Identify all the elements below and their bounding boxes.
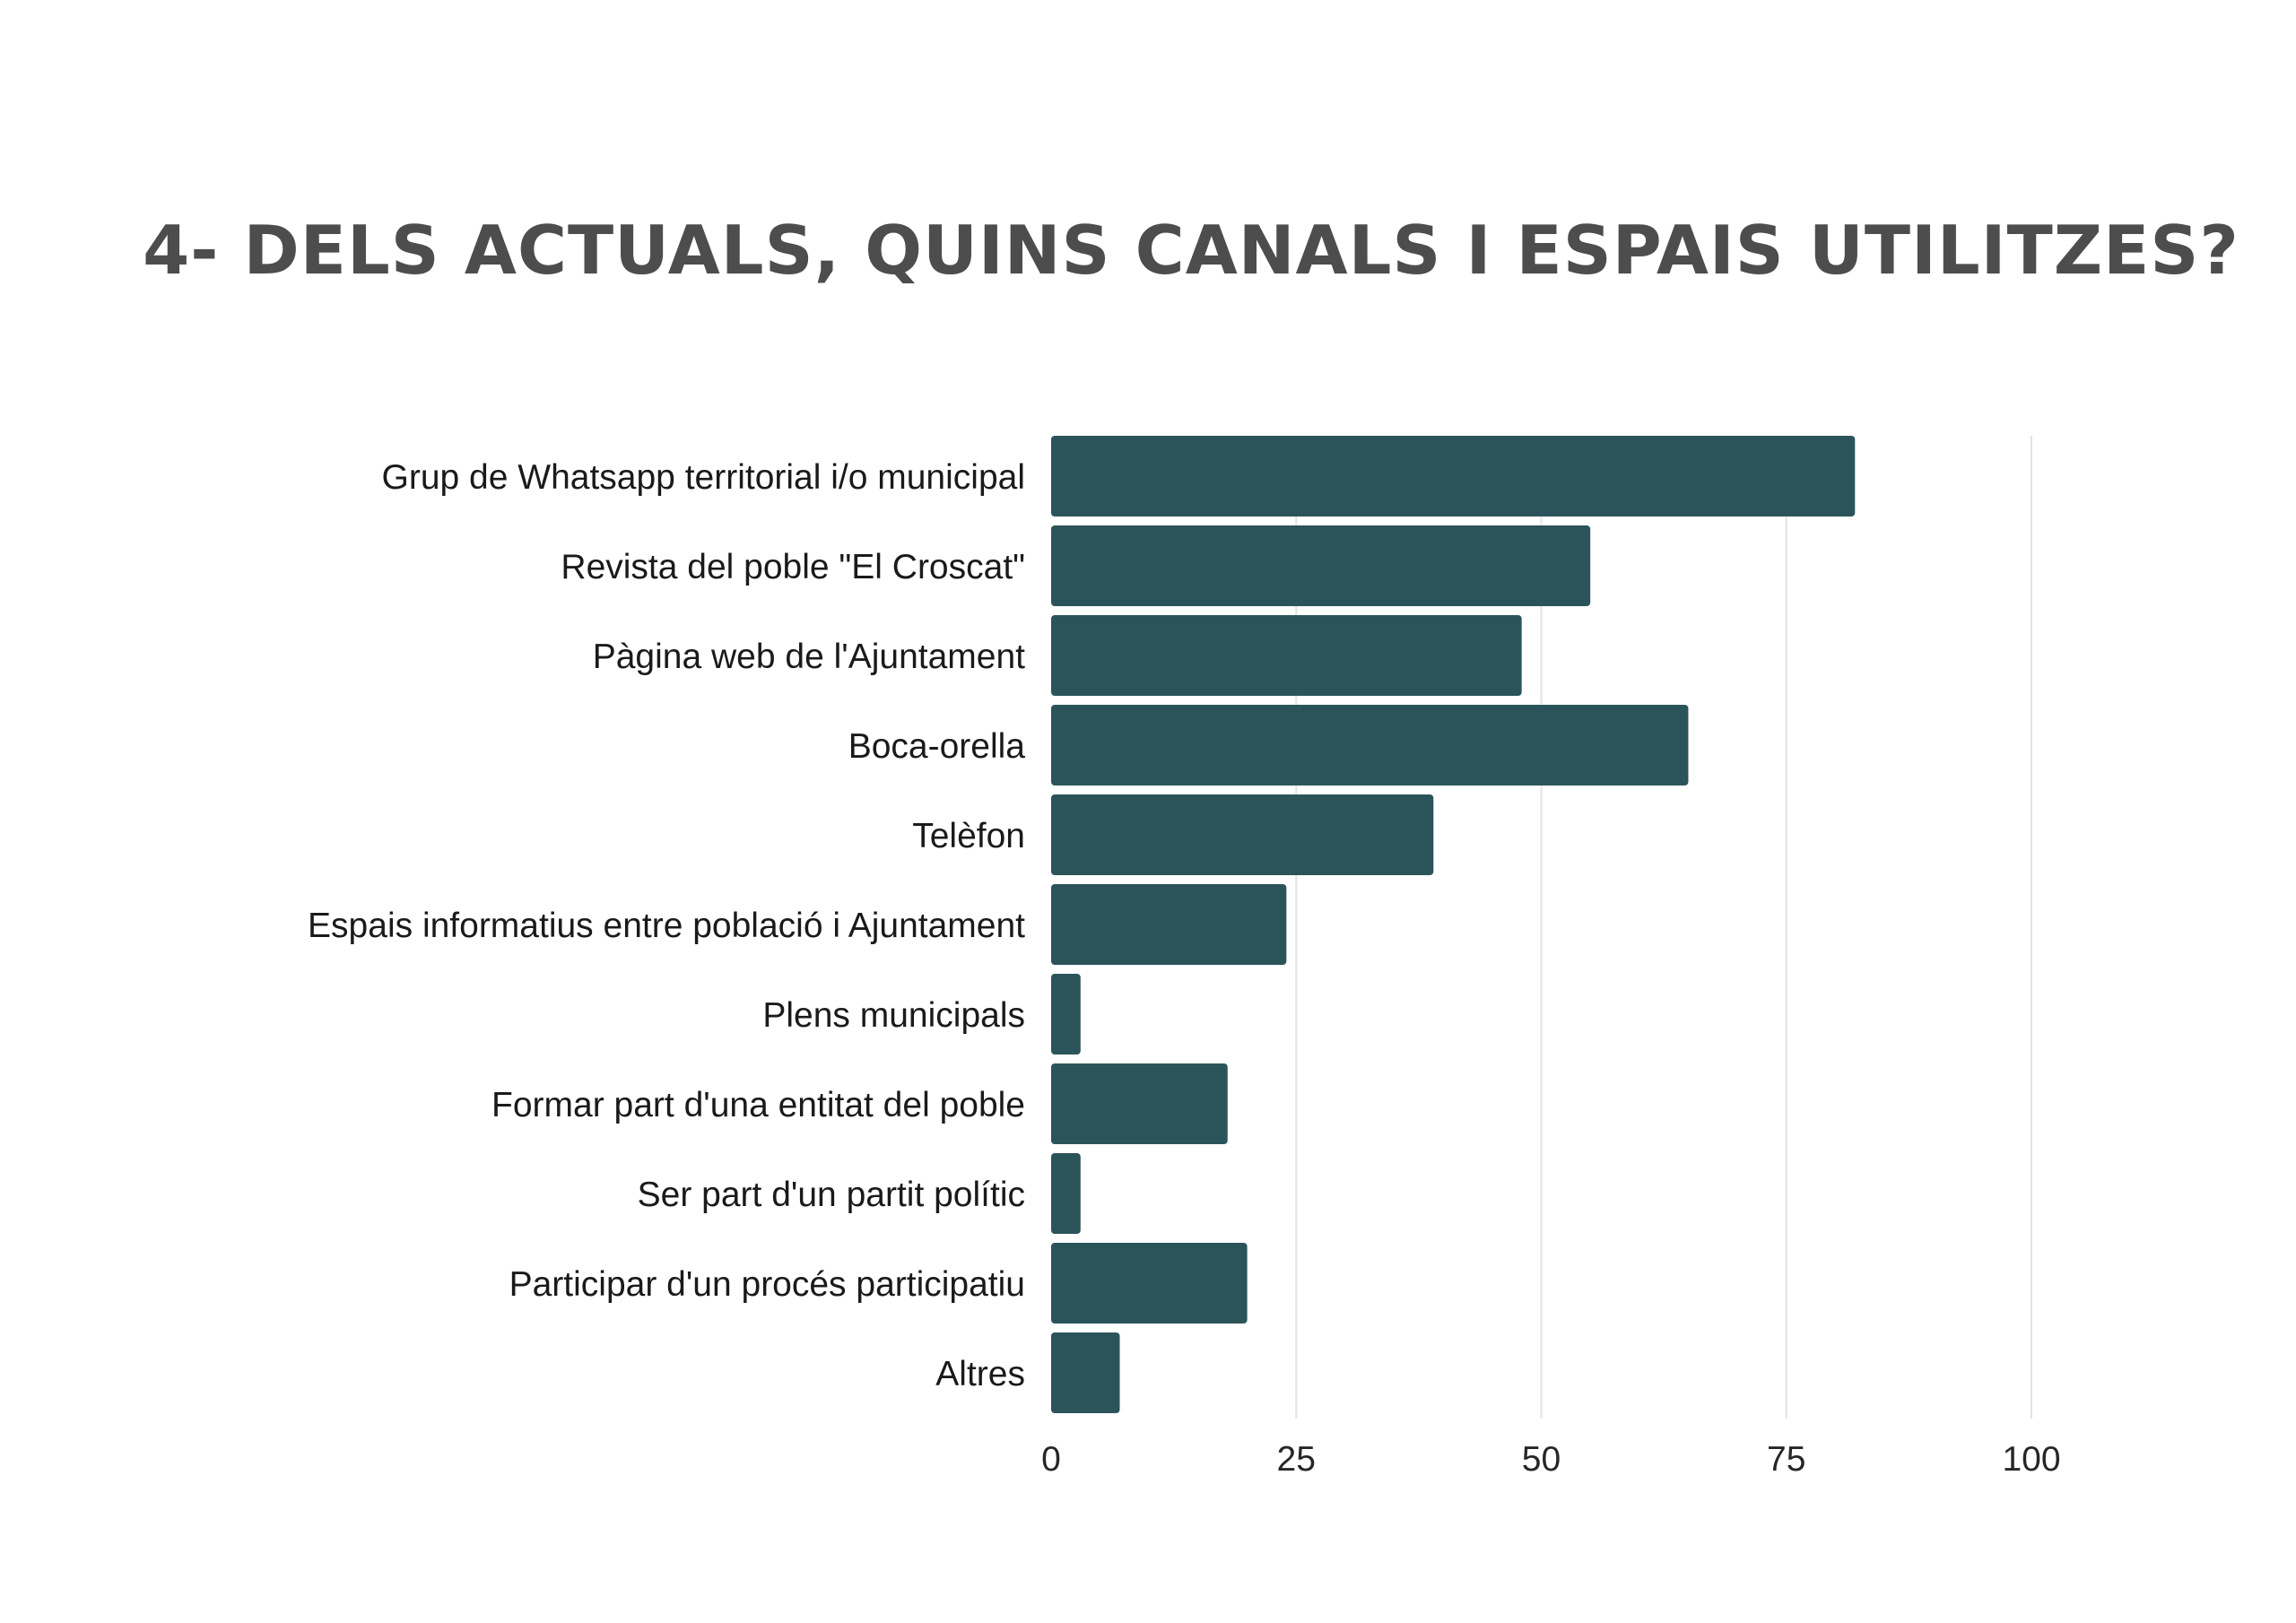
category-label: Altres: [935, 1355, 1025, 1393]
category-label: Espais informatius entre població i Ajun…: [308, 907, 1025, 945]
category-label: Boca-orella: [848, 727, 1026, 766]
x-axis-tick-labels: 0 25 50 75 100: [1041, 1440, 2060, 1479]
bar: [1051, 525, 1591, 606]
category-label: Telèfon: [912, 817, 1025, 855]
category-label: Ser part d'un partit polític: [638, 1176, 1025, 1214]
bar: [1051, 974, 1081, 1055]
category-label: Formar part d'una entitat del poble: [491, 1086, 1025, 1124]
category-label: Participar d'un procés participatiu: [509, 1265, 1025, 1304]
bar: [1051, 1153, 1081, 1234]
bar: [1051, 1243, 1248, 1324]
bar: [1051, 794, 1434, 875]
x-tick-label: 50: [1522, 1440, 1561, 1479]
chart-title: 4- DELS ACTUALS, QUINS CANALS I ESPAIS U…: [143, 211, 2239, 290]
category-label: Pàgina web de l'Ajuntament: [593, 638, 1025, 676]
bar: [1051, 436, 1856, 516]
bar: [1051, 615, 1522, 696]
category-label: Revista del poble "El Croscat": [561, 548, 1025, 586]
bar: [1051, 705, 1689, 785]
x-tick-label: 100: [2002, 1440, 2060, 1479]
bar: [1051, 1332, 1120, 1413]
bar: [1051, 884, 1287, 965]
bars: [1051, 436, 1856, 1413]
category-label: Plens municipals: [762, 996, 1025, 1035]
x-tick-label: 25: [1277, 1440, 1316, 1479]
category-label: Grup de Whatsapp territorial i/o municip…: [382, 458, 1025, 497]
category-labels: Grup de Whatsapp territorial i/o municip…: [308, 458, 1025, 1393]
x-tick-label: 75: [1767, 1440, 1805, 1479]
bar: [1051, 1063, 1228, 1144]
x-tick-label: 0: [1041, 1440, 1061, 1479]
